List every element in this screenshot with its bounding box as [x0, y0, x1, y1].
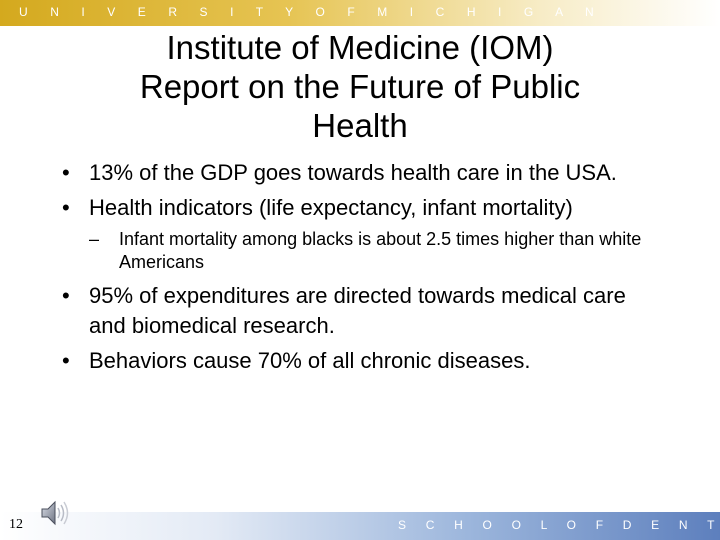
bullet-text: Health indicators (life expectancy, infa… [89, 195, 573, 220]
slide-content: • 13% of the GDP goes towards health car… [58, 158, 658, 381]
bullet-marker: • [62, 195, 70, 220]
bullet-marker: • [62, 160, 70, 185]
page-number: 12 [9, 517, 23, 532]
bullet-item: • 95% of expenditures are directed towar… [58, 281, 658, 341]
bullet-item: • Health indicators (life expectancy, in… [58, 193, 658, 223]
sub-bullet-marker: – [89, 229, 100, 249]
bullet-marker: • [62, 283, 70, 308]
school-footer: S C H O O L O F D E N T I S T R Y [398, 518, 720, 532]
bullet-text: 95% of expenditures are directed towards… [89, 283, 626, 338]
bullet-text: Behaviors cause 70% of all chronic disea… [89, 348, 531, 373]
speaker-icon[interactable] [40, 498, 72, 528]
sub-bullet-item: – Infant mortality among blacks is about… [58, 228, 658, 274]
bullet-item: • 13% of the GDP goes towards health car… [58, 158, 658, 188]
slide-title: Institute of Medicine (IOM) Report on th… [139, 29, 581, 144]
bullet-item: • Behaviors cause 70% of all chronic dis… [58, 346, 658, 376]
university-header: U N I V E R S I T Y O F M I C H I G A N [19, 5, 604, 19]
header-bar [0, 0, 720, 26]
footer-bar [0, 512, 720, 540]
bullet-marker: • [62, 348, 70, 373]
bullet-text: 13% of the GDP goes towards health care … [89, 160, 617, 185]
sub-bullet-text: Infant mortality among blacks is about 2… [119, 229, 642, 272]
